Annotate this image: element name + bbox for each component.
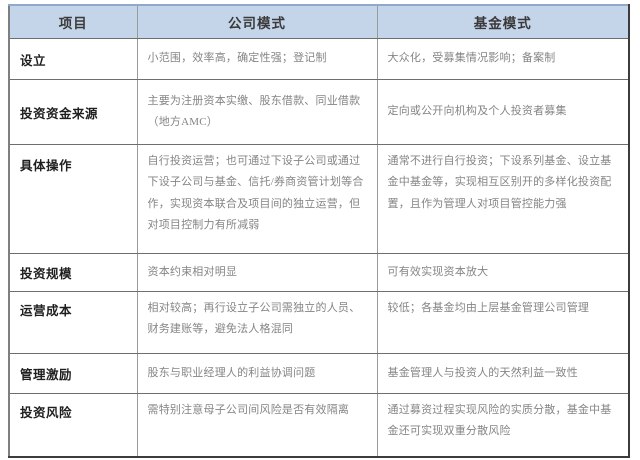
table-row: 设立 小范围，效率高，确定性强；登记制 大众化，受募集情况影响；备案制: [9, 38, 629, 80]
table-row: 投资规模 资本约束相对明显 可有效实现资本放大: [9, 253, 629, 292]
table-body: 设立 小范围，效率高，确定性强；登记制 大众化，受募集情况影响；备案制 投资资金…: [9, 38, 629, 457]
cell-fund-operating-cost: 较低；各基金均由上层基金管理公司管理: [377, 291, 629, 354]
column-header-corporate-model: 公司模式: [137, 5, 378, 39]
row-label-operations: 具体操作: [9, 144, 138, 254]
row-label-management-incentive: 管理激励: [9, 353, 138, 394]
column-header-item: 项目: [9, 5, 138, 39]
cell-corporate-management-incentive: 股东与职业经理人的利益协调问题: [137, 353, 378, 394]
cell-corporate-operations: 自行投资运营；也可通过下设子公司或通过下设子公司与基金、信托/券商资管计划等合作…: [137, 144, 378, 254]
table-row: 投资风险 需特别注意母子公司间风险是否有效隔离 通过募资过程实现风险的实质分散，…: [9, 393, 629, 457]
cell-fund-setup: 大众化，受募集情况影响；备案制: [377, 38, 629, 80]
cell-fund-management-incentive: 基金管理人与投资人的天然利益一致性: [377, 353, 629, 394]
cell-corporate-investment-risk: 需特别注意母子公司间风险是否有效隔离: [137, 393, 378, 457]
table-row: 投资资金来源 主要为注册资本实缴、股东借款、同业借款（地方AMC） 定向或公开向…: [9, 79, 629, 145]
cell-corporate-operating-cost: 相对较高；再行设立子公司需独立的人员、财务建账等，避免法人格混同: [137, 291, 378, 354]
cell-corporate-setup: 小范围，效率高，确定性强；登记制: [137, 38, 378, 80]
row-label-setup: 设立: [9, 38, 138, 80]
column-header-fund-model: 基金模式: [377, 5, 629, 39]
comparison-table-container: 项目 公司模式 基金模式 设立 小范围，效率高，确定性强；登记制 大众化，受募集…: [8, 4, 630, 458]
table-row: 管理激励 股东与职业经理人的利益协调问题 基金管理人与投资人的天然利益一致性: [9, 353, 629, 394]
table-row: 运营成本 相对较高；再行设立子公司需独立的人员、财务建账等，避免法人格混同 较低…: [9, 291, 629, 354]
row-label-investment-risk: 投资风险: [9, 393, 138, 457]
cell-corporate-investment-scale: 资本约束相对明显: [137, 253, 378, 292]
table-row: 具体操作 自行投资运营；也可通过下设子公司或通过下设子公司与基金、信托/券商资管…: [9, 144, 629, 254]
row-label-investment-scale: 投资规模: [9, 253, 138, 292]
cell-fund-operations: 通常不进行自行投资；下设系列基金、设立基金中基金等，实现相互区别开的多样化投资配…: [377, 144, 629, 254]
row-label-operating-cost: 运营成本: [9, 291, 138, 354]
cell-corporate-funding-source: 主要为注册资本实缴、股东借款、同业借款（地方AMC）: [137, 79, 378, 145]
cell-fund-funding-source: 定向或公开向机构及个人投资者募集: [377, 79, 629, 145]
cell-fund-investment-risk: 通过募资过程实现风险的实质分散，基金中基金还可实现双重分散风险: [387, 404, 612, 438]
cell-fund-investment-scale: 可有效实现资本放大: [377, 253, 629, 292]
row-label-funding-source: 投资资金来源: [9, 79, 138, 145]
header-row: 项目 公司模式 基金模式: [9, 5, 629, 39]
comparison-table: 项目 公司模式 基金模式 设立 小范围，效率高，确定性强；登记制 大众化，受募集…: [8, 4, 630, 458]
table-header: 项目 公司模式 基金模式: [9, 5, 629, 39]
